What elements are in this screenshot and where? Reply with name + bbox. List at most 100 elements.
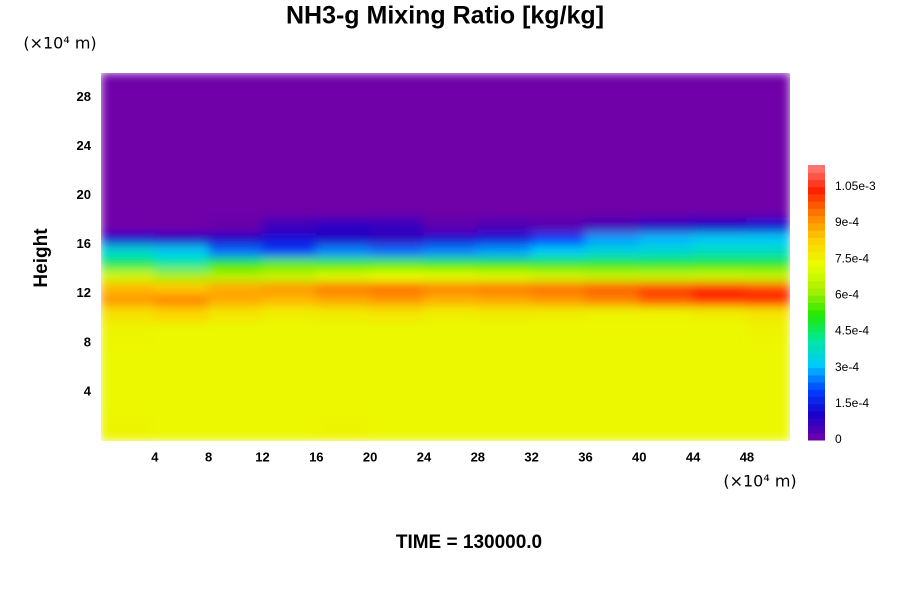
cell — [315, 121, 371, 148]
cell — [692, 391, 748, 417]
cell — [261, 366, 317, 393]
cell — [101, 195, 156, 218]
cell — [423, 146, 479, 172]
cell — [692, 244, 748, 258]
colorbar-tick-label: 1.5e-4 — [835, 396, 869, 410]
cell — [746, 293, 790, 307]
cell — [315, 256, 371, 270]
cell — [261, 195, 317, 218]
cell — [531, 146, 586, 172]
cell — [315, 170, 371, 197]
cell — [261, 268, 317, 283]
cell — [369, 170, 425, 197]
cell — [584, 320, 640, 344]
x-tick-label: 48 — [740, 449, 754, 464]
cell — [154, 121, 210, 148]
cell — [315, 391, 371, 417]
cell — [101, 97, 156, 123]
cell — [692, 231, 748, 246]
colorbar-band — [808, 309, 825, 318]
colorbar-band — [808, 353, 825, 361]
y-unit: (×10⁴ m) — [23, 34, 96, 53]
footer: TIME = 130000.0 — [396, 532, 542, 553]
cell — [746, 320, 790, 344]
cell — [101, 281, 156, 295]
colorbar-band — [808, 179, 825, 188]
colorbar-band — [808, 230, 825, 238]
cell — [315, 146, 371, 172]
colorbar-tick-label: 0 — [835, 432, 842, 446]
cell — [477, 305, 533, 322]
cell — [315, 293, 371, 307]
cell — [531, 293, 586, 307]
cell — [638, 121, 694, 148]
cell — [208, 216, 263, 233]
cell — [638, 97, 694, 123]
cell — [584, 256, 640, 270]
cell — [477, 366, 533, 393]
cell — [369, 320, 425, 344]
cell — [423, 415, 479, 441]
cell — [315, 305, 371, 322]
cell — [692, 366, 748, 393]
cell — [692, 170, 748, 197]
cell — [261, 244, 317, 258]
cell — [101, 391, 156, 417]
cell — [531, 366, 586, 393]
x-tick-label: 28 — [471, 449, 485, 464]
colorbar-band — [808, 222, 825, 231]
y-tick-label: 12 — [77, 285, 91, 300]
cell — [208, 268, 263, 283]
cell — [154, 366, 210, 393]
cell — [101, 342, 156, 368]
cell — [746, 216, 790, 233]
cell — [154, 216, 210, 233]
cell — [261, 231, 317, 246]
cell — [101, 73, 156, 99]
cell — [101, 216, 156, 233]
cell — [261, 216, 317, 233]
colorbar-band — [808, 273, 825, 282]
colorbar-band — [808, 338, 825, 347]
cell — [208, 195, 263, 218]
cell — [531, 268, 586, 283]
cell — [531, 320, 586, 344]
cell — [692, 146, 748, 172]
cell — [477, 268, 533, 283]
cell — [154, 268, 210, 283]
cell — [638, 293, 694, 307]
cell — [584, 244, 640, 258]
cell — [746, 342, 790, 368]
colorbar-band — [808, 345, 825, 354]
cell — [101, 231, 156, 246]
axes: 4 8 12 16 20 24 28 32 36 40 44 4848121620242801.5e-… — [77, 89, 876, 464]
cell — [101, 415, 156, 441]
cell — [369, 97, 425, 123]
cell — [369, 121, 425, 148]
cell — [584, 170, 640, 197]
cell — [746, 170, 790, 197]
cell — [154, 281, 210, 295]
cell — [746, 195, 790, 218]
colorbar-band — [808, 215, 825, 224]
colorbar-band — [808, 186, 825, 195]
cell — [369, 415, 425, 441]
colorbar-tick-label: 6e-4 — [835, 287, 859, 301]
cell — [423, 305, 479, 322]
cell — [369, 366, 425, 393]
cell — [746, 97, 790, 123]
colorbar-band — [808, 201, 825, 209]
cell — [746, 366, 790, 393]
cell — [746, 268, 790, 283]
y-tick-label: 8 — [84, 334, 91, 349]
cell — [101, 366, 156, 393]
cell — [584, 268, 640, 283]
cell — [638, 268, 694, 283]
cell — [315, 231, 371, 246]
cell — [315, 281, 371, 295]
cell — [746, 73, 790, 99]
cell — [315, 195, 371, 218]
colorbar-band — [808, 396, 825, 405]
colorbar-band — [808, 316, 825, 325]
x-tick-label: 24 — [417, 449, 432, 464]
